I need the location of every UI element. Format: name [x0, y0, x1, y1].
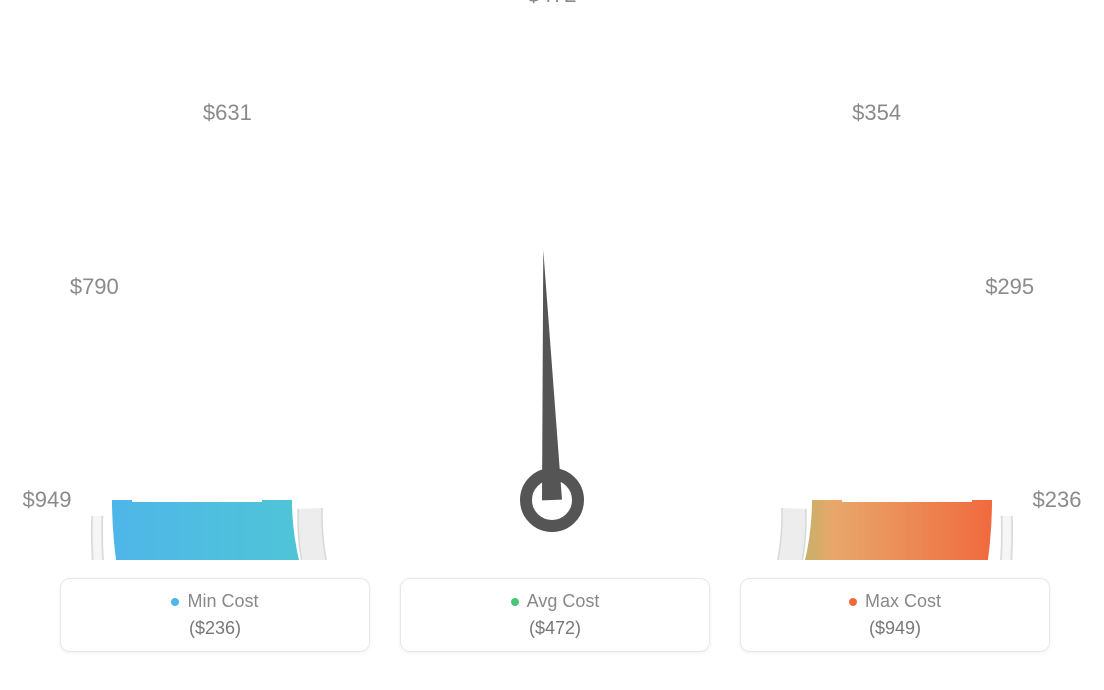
cost-summary-cards: Min Cost ($236) Avg Cost ($472) Max Cost… [60, 578, 1050, 652]
gauge-tick-label: $949 [23, 487, 72, 513]
max-cost-card: Max Cost ($949) [740, 578, 1050, 652]
dot-icon [849, 598, 857, 606]
dot-icon [171, 598, 179, 606]
cost-gauge-chart: $236 $295 $354 $472 $631 $790 $949 [0, 0, 1104, 560]
gauge-tick-label: $631 [203, 100, 252, 126]
min-cost-title: Min Cost [171, 591, 258, 612]
gauge-svg [0, 0, 1104, 560]
gauge-tick-label: $236 [1033, 487, 1082, 513]
gauge-tick-label: $790 [70, 274, 119, 300]
avg-cost-card: Avg Cost ($472) [400, 578, 710, 652]
max-cost-title: Max Cost [849, 591, 941, 612]
gauge-tick-label: $472 [528, 0, 577, 8]
gauge-tick-label: $354 [852, 100, 901, 126]
min-cost-value: ($236) [189, 618, 241, 639]
min-cost-card: Min Cost ($236) [60, 578, 370, 652]
max-cost-value: ($949) [869, 618, 921, 639]
avg-cost-title: Avg Cost [511, 591, 600, 612]
avg-cost-value: ($472) [529, 618, 581, 639]
dot-icon [511, 598, 519, 606]
gauge-tick-label: $295 [985, 274, 1034, 300]
